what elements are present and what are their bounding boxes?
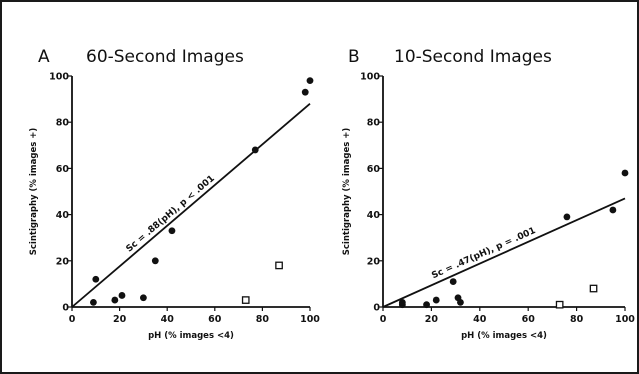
regression-equation-label: Sc = .88(pH), p < .001 xyxy=(125,174,217,255)
y-tick-label: 40 xyxy=(56,210,70,221)
data-point-filled-circle xyxy=(432,296,440,304)
x-tick-label: 80 xyxy=(570,314,584,325)
data-point-filled-circle xyxy=(168,227,176,235)
y-tick-label: 40 xyxy=(367,210,381,221)
x-tick-label: 100 xyxy=(615,314,635,325)
y-tick-label: 80 xyxy=(56,118,70,129)
data-point-filled-circle xyxy=(398,298,406,306)
panel-letter-b: B xyxy=(348,47,360,67)
data-point-filled-circle xyxy=(251,146,259,154)
data-point-filled-circle xyxy=(151,257,159,265)
regression-line xyxy=(382,197,626,308)
x-axis-label: pH (% images <4) xyxy=(461,331,547,341)
data-point-open-square xyxy=(555,300,564,309)
data-point-filled-circle xyxy=(457,298,464,306)
y-tick-label: 20 xyxy=(367,256,381,267)
data-point-filled-circle xyxy=(90,298,97,306)
y-axis-label: Scintigraphy (% images +) xyxy=(342,128,352,256)
data-point-filled-circle xyxy=(92,275,100,283)
y-tick-label: 100 xyxy=(360,72,380,83)
x-tick-label: 0 xyxy=(380,314,387,325)
data-point-open-square xyxy=(241,296,250,304)
panel-title: 60-Second Images xyxy=(86,47,244,67)
regression-line xyxy=(71,103,311,308)
x-tick-label: 60 xyxy=(522,314,536,325)
data-point-filled-circle xyxy=(423,301,430,309)
data-point-filled-circle xyxy=(140,294,147,302)
x-tick-label: 40 xyxy=(473,314,487,325)
x-tick-label: 20 xyxy=(425,314,439,325)
y-tick-label: 60 xyxy=(367,164,381,175)
y-tick-label: 0 xyxy=(373,303,380,314)
data-point-filled-circle xyxy=(609,206,617,214)
y-tick-label: 0 xyxy=(62,303,69,314)
data-point-filled-circle xyxy=(118,292,126,299)
x-tick-label: 20 xyxy=(113,314,127,325)
panel-letter-a: A xyxy=(38,47,50,67)
regression-equation-label: Sc = .47(pH), p = .001 xyxy=(430,226,537,281)
x-tick-label: 40 xyxy=(161,314,175,325)
y-tick-label: 100 xyxy=(49,72,69,83)
x-tick-label: 80 xyxy=(256,314,270,325)
y-tick-label: 60 xyxy=(56,164,70,175)
data-point-filled-circle xyxy=(111,296,119,304)
data-point-open-square xyxy=(589,284,598,293)
data-point-filled-circle xyxy=(449,278,457,285)
x-tick-label: 60 xyxy=(208,314,222,325)
panel-title: 10-Second Images xyxy=(394,47,552,67)
x-axis-label: pH (% images <4) xyxy=(148,331,234,341)
y-axis-label: Scintigraphy (% images +) xyxy=(29,128,39,256)
y-tick-label: 80 xyxy=(367,118,381,129)
y-tick-label: 20 xyxy=(56,256,70,267)
x-tick-label: 100 xyxy=(300,314,320,325)
data-point-filled-circle xyxy=(306,77,314,85)
data-point-filled-circle xyxy=(301,88,309,96)
data-point-open-square xyxy=(275,261,283,270)
data-point-filled-circle xyxy=(563,213,571,221)
data-point-filled-circle xyxy=(621,169,629,177)
x-tick-label: 0 xyxy=(69,314,76,325)
